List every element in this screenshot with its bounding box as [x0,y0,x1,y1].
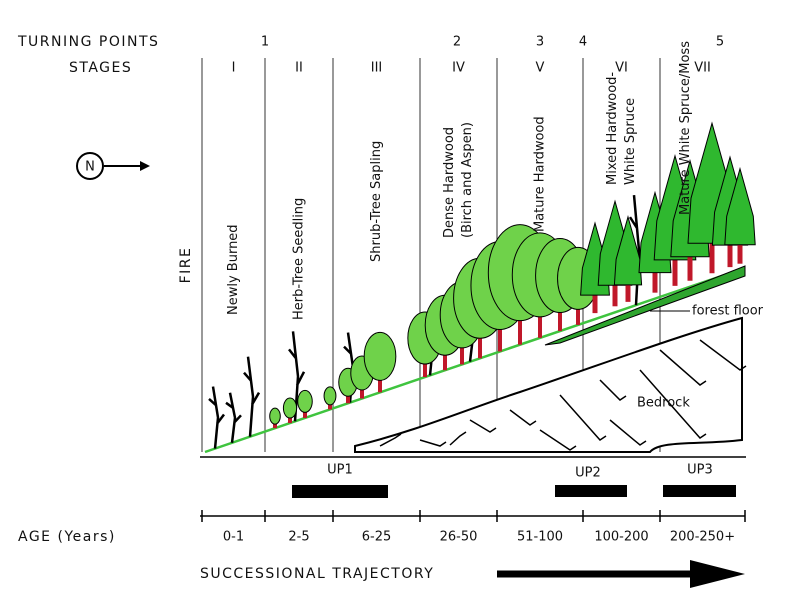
fire-label: FIRE [178,247,194,284]
turning-point: 3 [536,35,544,50]
forest-floor-label: forest floor [692,304,764,319]
trajectory-arrowhead [690,560,745,588]
up-bar [292,485,388,498]
trajectory-label: SUCCESSIONAL TRAJECTORY [200,566,434,582]
up-bar [555,485,627,497]
stages-label: STAGES [69,60,132,76]
crown [283,398,296,418]
stage-name: Mature Hardwood [533,116,548,232]
stage-numeral: IV [452,61,465,76]
age-value: 0-1 [223,530,244,545]
compass-arrowhead [140,161,150,171]
turning-point: 4 [579,35,587,50]
compass-label: N [85,160,95,175]
stage-numeral: III [371,61,383,76]
stage-numeral: II [295,61,303,76]
stage-numeral: VII [694,61,711,76]
stage-name: Shrub-Tree Sapling [369,141,384,262]
snag [209,387,224,449]
stage-numeral: I [232,61,236,76]
stage-name: Dense Hardwood [442,127,457,238]
up-label: UP3 [687,463,713,478]
age-label: AGE (Years) [18,529,116,545]
crown [364,332,396,380]
age-value: 26-50 [440,530,478,545]
age-value: 200-250+ [670,530,735,545]
stage-numeral: V [536,61,545,76]
turning-point: 2 [453,35,461,50]
stage-name: Newly Burned [226,224,241,315]
crown [270,408,281,424]
stage-name: Herb-Tree Seedling [292,198,307,320]
age-value: 6-25 [362,530,392,545]
up-label: UP2 [575,466,601,481]
body: TURNING POINTS STAGES N FIRE Bedrock for… [0,0,792,593]
age-value: 2-5 [288,530,309,545]
page: {"turning_points": {"label": "TURNING PO… [0,0,792,593]
stage-name: Mixed Hardwood- [605,72,620,185]
stage-name: (Birch and Aspen) [460,122,475,238]
snag [226,393,241,443]
age-value: 51-100 [517,530,563,545]
crown [324,387,336,405]
crown [298,390,313,412]
diagram: TURNING POINTS STAGES N FIRE Bedrock for… [0,0,792,589]
turning-points-label: TURNING POINTS [17,34,159,50]
turning-point: 1 [261,35,269,50]
bedrock-label: Bedrock [637,396,690,411]
up-bar [663,485,736,497]
up-label: UP1 [327,463,353,478]
stage-name: Mature White Spruce/Moss [678,41,693,215]
stage-name: White Spruce [623,98,638,185]
snag [244,357,259,437]
age-value: 100-200 [594,530,648,545]
turning-point: 5 [716,35,724,50]
